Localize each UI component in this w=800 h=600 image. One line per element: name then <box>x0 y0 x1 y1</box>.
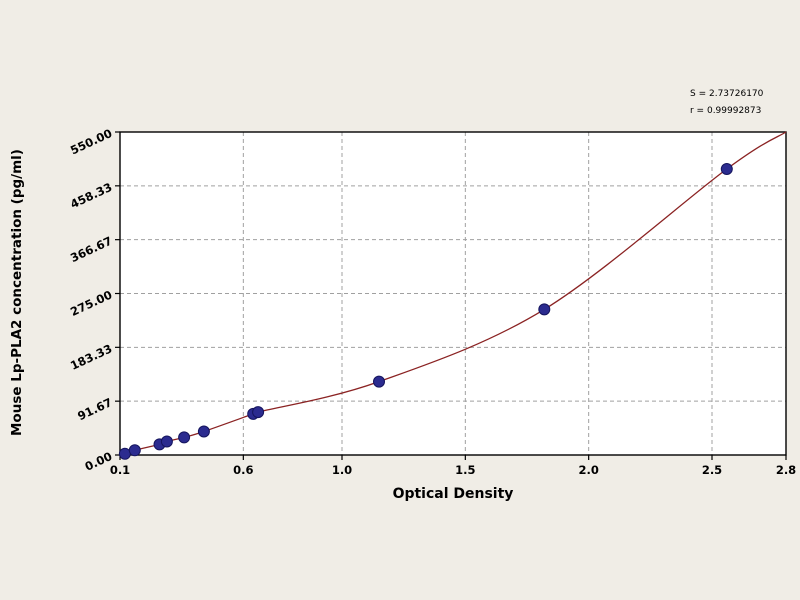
y-tick-label: 550.00 <box>68 126 114 157</box>
y-tick-label: 183.33 <box>68 341 114 372</box>
data-point <box>118 447 131 460</box>
x-axis-title: Optical Density <box>392 486 514 502</box>
stat-correlation: r = 0.99992873 <box>690 106 762 117</box>
x-tick-label: 1.0 <box>332 463 352 477</box>
data-point <box>128 444 141 457</box>
x-tick-label: 2.0 <box>578 463 598 477</box>
data-point <box>197 425 210 438</box>
stat-standard-error: S = 2.73726170 <box>690 89 764 99</box>
x-tick-label: 0.1 <box>110 463 130 477</box>
data-point <box>252 406 265 419</box>
y-tick-label: 458.33 <box>68 180 114 211</box>
fit-statistics: S = 2.73726170 r = 0.99992873 <box>690 86 763 120</box>
data-point <box>373 375 385 388</box>
y-tick-label: 91.67 <box>75 395 114 423</box>
y-tick-label: 366.67 <box>68 234 114 265</box>
x-tick-label: 2.5 <box>702 463 722 477</box>
x-tick-label: 1.5 <box>455 463 475 477</box>
data-point <box>178 431 191 444</box>
data-point <box>160 435 173 448</box>
y-tick-label: 275.00 <box>68 288 114 319</box>
x-tick-label: 2.8 <box>776 463 796 477</box>
data-point <box>538 303 551 316</box>
x-tick-label: 0.6 <box>233 463 253 477</box>
data-point <box>720 163 733 175</box>
